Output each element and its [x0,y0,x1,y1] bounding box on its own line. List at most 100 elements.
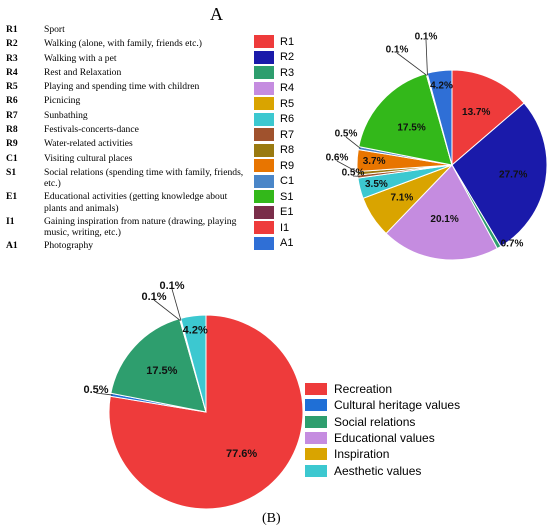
code-row: S1 Social relations (spending time with f… [6,167,246,192]
legend-label: R1 [280,35,295,48]
legend-swatch [254,174,274,188]
legend-swatch [254,81,274,95]
activity-code-list: R1 Sport R2 Walking (alone, with family, fr… [6,24,246,255]
legend-item: Recreation [305,381,495,397]
pie-slice [358,72,453,166]
code-description: Sport [44,24,65,35]
legend-label: R6 [280,113,295,126]
code-row: R7 Sunbathing [6,110,246,124]
slice-label: 13.7% [462,107,490,118]
legend-label: Recreation [334,382,393,397]
legend-item: S1 [254,189,306,205]
code-description: Sunbathing [44,109,88,121]
code-key: E1 [6,191,18,203]
legend-label: R8 [280,144,295,157]
panel-b-label: (B) [262,511,281,526]
legend-swatch [305,399,327,412]
leader-line [153,299,181,321]
code-description: Rest and Relaxation [44,66,122,78]
pie-slice [385,164,498,261]
legend-label: R5 [280,97,295,110]
legend-label: R4 [280,82,295,95]
code-row: R9 Water-related activities [6,138,246,152]
slice-label: 0.1% [159,280,184,292]
legend-label: R9 [280,159,295,172]
code-description: Festivals-concerts-dance [44,124,139,136]
code-key: R1 [6,24,18,35]
legend-swatch [305,432,327,445]
code-row: C1 Visiting cultural places [6,153,246,167]
code-key: R6 [6,95,18,107]
legend-swatch [305,464,327,477]
leader-line [396,52,428,76]
legend-item: R5 [254,96,306,112]
legend-label: R7 [280,128,295,141]
legend-item: A1 [254,236,306,252]
legend-item: R1 [254,34,306,50]
code-key: R3 [6,52,18,64]
code-row: R8 Festivals-concerts-dance [6,124,246,138]
code-row: R5 Playing and spending time with childre… [6,81,246,95]
panel-a-label: A [210,4,223,24]
code-key: R5 [6,81,18,93]
legend-swatch [254,97,274,111]
code-key: R8 [6,124,18,136]
legend-label: C1 [280,175,295,188]
legend-swatch [254,205,274,219]
code-key: R7 [6,109,18,121]
pie-slice [108,314,304,510]
code-description: Walking (alone, with family, friends etc… [44,38,202,50]
legend-item: E1 [254,205,306,221]
slice-label: 27.7% [499,170,527,181]
legend-label: A1 [280,237,294,250]
code-key: R4 [6,66,18,78]
slice-label: 7.1% [390,193,413,204]
code-row: R4 Rest and Relaxation [6,67,246,81]
code-description: Educational activities (getting knowledg… [44,191,228,214]
legend-swatch [254,66,274,80]
code-description: Playing and spending time with children [44,81,200,93]
legend-swatch [254,50,274,64]
code-description: Picnicing [44,95,81,107]
legend-swatch [254,112,274,126]
slice-label: 3.5% [365,179,388,190]
legend-label: Aesthetic values [334,463,422,478]
code-key: S1 [6,166,17,178]
slice-label: 0.5% [342,168,365,179]
legend-item: R2 [254,50,306,66]
slice-label: 0.5% [83,384,108,396]
legend-item: R3 [254,65,306,81]
pie-b: 77.6% 0.5% 17.5% 0.1%0.1% 4.2% [83,280,304,510]
code-row: R2 Walking (alone, with family, friends e… [6,38,246,52]
legend-swatch [254,128,274,142]
code-description: Gaining inspiration from nature (drawing… [44,215,237,239]
code-row: R6 Picnicing [6,95,246,109]
code-row: I1 Gaining inspiration from nature (drawi… [6,216,246,241]
pie-a: 13.7%27.7%0.7%20.1%7.1%3.5%0.5%0.6% 3.7%0… [326,32,548,261]
legend-swatch [305,383,327,396]
legend-swatch [254,143,274,157]
legend-swatch [254,159,274,173]
leader-line [171,288,182,321]
slice-label: 0.5% [335,129,358,140]
code-row: R1 Sport [6,24,246,38]
legend-label: E1 [280,206,294,219]
legend-item: Educational values [305,430,495,446]
slice-label: 3.7% [363,156,386,167]
code-description: Walking with a pet [44,52,117,64]
code-row: E1 Educational activities (getting knowle… [6,191,246,216]
code-row: A1 Photography [6,240,246,254]
slice-label: 0.1% [386,45,409,56]
legend-label: I1 [280,221,290,234]
slice-label: 0.1% [141,291,166,303]
legend-item: I1 [254,220,306,236]
code-key: I1 [6,215,15,227]
code-row: R3 Walking with a pet [6,53,246,67]
legend-swatch [254,236,274,250]
legend-label: Social relations [334,414,416,429]
slice-label: 4.2% [430,80,453,91]
leader-line [425,39,428,76]
slice-label: 17.5% [146,365,177,377]
code-description: Visiting cultural places [44,152,133,164]
